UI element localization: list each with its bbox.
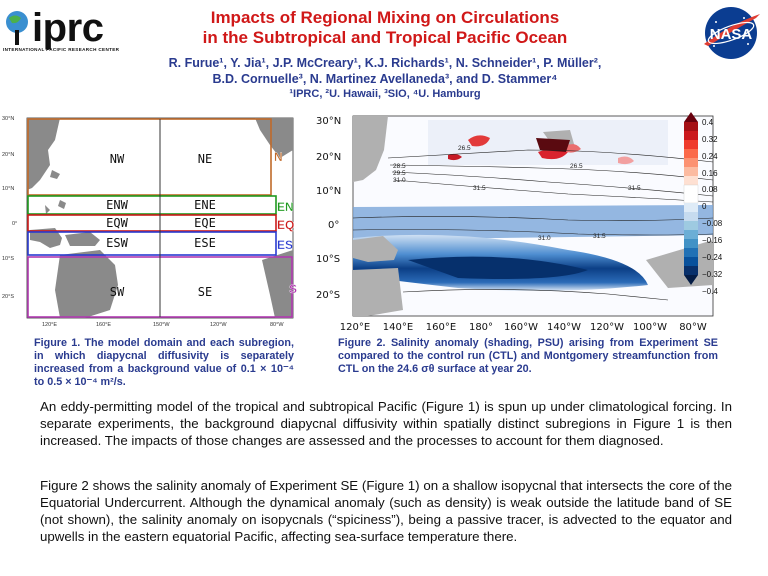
iprc-logo-tagline: INTERNATIONAL PACIFIC RESEARCH CENTER [3, 47, 120, 52]
fig2-lon-120e: 120°E [340, 322, 370, 333]
colorbar-label: −0.08 [702, 219, 723, 228]
body-paragraph-1: An eddy-permitting model of the tropical… [40, 399, 732, 448]
region-tag-en: EN [277, 200, 294, 214]
iprc-logo-letters: iprc [32, 6, 104, 50]
box-label-ese: ESE [194, 236, 216, 250]
colorbar-label: −0.24 [702, 253, 723, 262]
box-label-nw: NW [110, 152, 125, 166]
fig2-lat-0: 0° [328, 220, 339, 231]
region-tag-n: N [274, 150, 283, 164]
affiliations: ¹IPRC, ²U. Hawaii, ³SIO, ⁴U. Hamburg [289, 88, 481, 100]
fig1-lat-0: 0° [12, 221, 17, 227]
title-line-1: Impacts of Regional Mixing on Circulatio… [210, 8, 560, 27]
fig2-lon-160e: 160°E [426, 322, 456, 333]
box-label-se: SE [198, 285, 212, 299]
figure-1-domain-map: NW NE ENW ENE EQW EQE ESW ESE SW SE N EN… [2, 116, 297, 328]
fig1-lon-150w: 150°W [153, 322, 170, 328]
fig1-lon-120e: 120°E [42, 322, 57, 328]
fig1-lat-20n: 20°N [2, 152, 14, 158]
colorbar-label: 0.4 [702, 118, 714, 127]
colorbar-label: 0.08 [702, 185, 718, 194]
nasa-logo-text: NASA [710, 26, 753, 43]
box-label-eqw: EQW [106, 216, 128, 230]
fig2-lon-160w: 160°W [504, 322, 538, 333]
iprc-logo: iprc INTERNATIONAL PACIFIC RESEARCH CENT… [3, 6, 120, 52]
contour-label: 26.5 [570, 163, 583, 170]
fig2-lat-10n: 10°N [316, 186, 341, 197]
region-tag-es: ES [277, 238, 293, 252]
fig2-lon-140w: 140°W [547, 322, 581, 333]
fig1-lon-80w: 80°W [270, 322, 284, 328]
figure-2-salinity-map: 26.5 28.5 29.5 31.0 31.5 26.5 31.5 31.0 … [316, 112, 723, 333]
fig2-lat-20s: 20°S [316, 290, 340, 301]
contour-label: 29.5 [393, 170, 406, 177]
contour-label: 31.0 [393, 177, 406, 184]
colorbar-label: 0.16 [702, 169, 718, 178]
contour-label: 28.5 [393, 163, 406, 170]
fig1-lon-120w: 120°W [210, 322, 227, 328]
box-label-enw: ENW [106, 198, 128, 212]
fig1-lat-10n: 10°N [2, 186, 14, 192]
fig1-lat-30n: 30°N [2, 116, 14, 122]
contour-label: 31.5 [593, 233, 606, 240]
figure-2-caption: Figure 2. Salinity anomaly (shading, PSU… [338, 337, 718, 375]
nasa-logo: NASA [704, 7, 760, 59]
box-label-ene: ENE [194, 198, 216, 212]
fig2-lat-20n: 20°N [316, 152, 341, 163]
colorbar-label: −0.4 [702, 287, 718, 296]
contour-label: 31.5 [473, 185, 486, 192]
box-label-eqe: EQE [194, 216, 216, 230]
body-paragraph-2: Figure 2 shows the salinity anomaly of E… [40, 478, 732, 544]
poster-title: Impacts of Regional Mixing on Circulatio… [130, 8, 640, 48]
fig2-lat-10s: 10°S [316, 254, 340, 265]
fig1-lat-20s: 20°S [2, 294, 14, 300]
fig2-lon-80w: 80°W [679, 322, 707, 333]
colorbar-label: −0.32 [702, 270, 723, 279]
region-tag-s: S [289, 282, 297, 296]
fig2-lat-30n: 30°N [316, 116, 341, 127]
colorbar-label: −0.16 [702, 236, 723, 245]
fig1-lat-10s: 10°S [2, 256, 14, 262]
colorbar-label: 0.32 [702, 135, 718, 144]
author-list: R. Furue¹, Y. Jia¹, J.P. McCreary¹, K.J.… [110, 55, 660, 87]
fig2-lon-140e: 140°E [383, 322, 413, 333]
box-label-sw: SW [110, 285, 125, 299]
authors-line-2: B.D. Cornuelle³, N. Martinez Avellaneda³… [212, 72, 558, 86]
title-line-2: in the Subtropical and Tropical Pacific … [202, 28, 568, 47]
contour-label: 26.5 [458, 145, 471, 152]
fig2-lon-100w: 100°W [633, 322, 667, 333]
fig1-lon-160e: 160°E [96, 322, 111, 328]
authors-line-1: R. Furue¹, Y. Jia¹, J.P. McCreary¹, K.J.… [168, 56, 602, 70]
colorbar [683, 112, 699, 285]
contour-label: 31.5 [628, 185, 641, 192]
contour-label: 31.0 [538, 235, 551, 242]
fig2-lon-180: 180° [469, 322, 493, 333]
colorbar-label: 0.24 [702, 152, 718, 161]
figure-1-caption: Figure 1. The model domain and each subr… [34, 337, 294, 388]
fig2-lon-120w: 120°W [590, 322, 624, 333]
box-label-ne: NE [198, 152, 212, 166]
colorbar-label: 0 [702, 202, 707, 211]
box-label-esw: ESW [106, 236, 128, 250]
region-tag-eq: EQ [277, 218, 294, 232]
